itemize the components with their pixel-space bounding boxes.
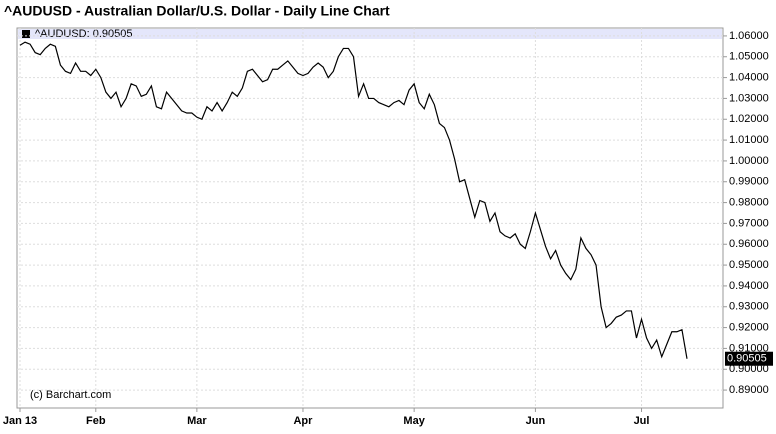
legend-band: [18, 29, 722, 39]
y-tick-label: 1.06000: [729, 30, 769, 42]
x-tick-label: Jun: [526, 415, 546, 427]
y-tick-label: 0.91000: [729, 342, 769, 354]
watermark: (c) Barchart.com: [30, 389, 111, 401]
chart-title: ^AUDUSD - Australian Dollar/U.S. Dollar …: [4, 3, 390, 19]
y-tick-label: 0.99000: [729, 176, 769, 188]
plot-frame: [16, 27, 724, 409]
price-line: [19, 41, 688, 359]
x-tick-label: May: [403, 415, 425, 427]
legend-entry: ^AUDUSD: 0.90505: [35, 28, 133, 40]
x-tick-label: Feb: [86, 415, 106, 427]
legend-swatch: [22, 30, 30, 38]
y-tick-label: 0.94000: [729, 280, 769, 292]
y-tick-label: 0.96000: [729, 238, 769, 250]
x-tick-label: Jul: [634, 415, 650, 427]
x-tick-label: Apr: [293, 415, 313, 427]
x-tick-label: Mar: [187, 415, 207, 427]
y-tick-label: 1.00000: [729, 155, 769, 167]
y-tick-label: 0.89000: [729, 384, 769, 396]
y-tick-label: 0.92000: [729, 321, 769, 333]
x-tick-label: Jan 13: [3, 415, 37, 427]
y-tick-label: 1.03000: [729, 92, 769, 104]
y-tick-label: 0.93000: [729, 301, 769, 313]
y-tick-label: 1.04000: [729, 71, 769, 83]
y-tick-label: 0.98000: [729, 196, 769, 208]
y-tick-label: 1.02000: [729, 113, 769, 125]
y-tick-label: 1.01000: [729, 134, 769, 146]
y-tick-label: 0.95000: [729, 259, 769, 271]
last-value-label: 0.90505: [727, 353, 767, 365]
last-value-box: [725, 351, 773, 366]
y-tick-label: 0.90000: [729, 363, 769, 375]
y-tick-label: 1.05000: [729, 51, 769, 63]
y-tick-label: 0.97000: [729, 217, 769, 229]
